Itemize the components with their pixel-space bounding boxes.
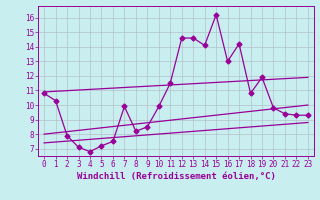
- X-axis label: Windchill (Refroidissement éolien,°C): Windchill (Refroidissement éolien,°C): [76, 172, 276, 181]
